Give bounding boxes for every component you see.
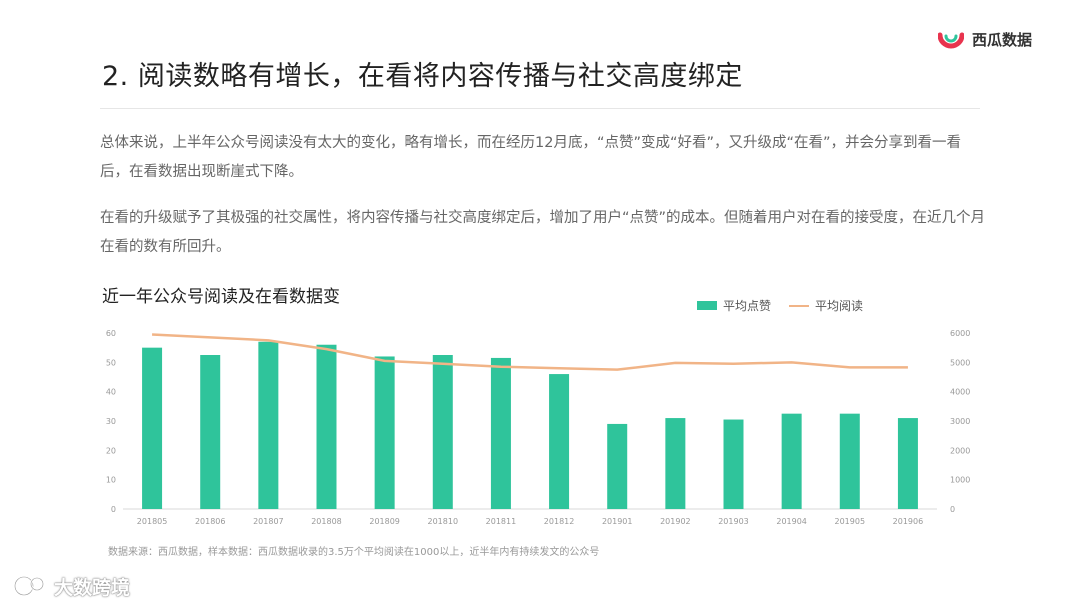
data-source-note: 数据来源：西瓜数据，样本数据：西瓜数据收录的3.5万个平均阅读在1000以上，近… xyxy=(108,547,600,558)
x-tick-label: 201808 xyxy=(311,517,342,526)
x-tick-label: 201806 xyxy=(195,517,226,526)
y-right-tick-label: 1000 xyxy=(950,476,970,485)
x-tick-label: 201809 xyxy=(369,517,400,526)
legend-label-bar: 平均点赞 xyxy=(723,299,772,313)
y-left-tick-label: 50 xyxy=(106,358,116,367)
x-tick-label: 201807 xyxy=(253,517,284,526)
title-divider xyxy=(100,108,980,109)
y-right-tick-label: 6000 xyxy=(950,329,970,338)
bar-201807 xyxy=(258,341,279,509)
y-right-tick-label: 3000 xyxy=(950,417,970,426)
chart-title: 近一年公众号阅读及在看数据变 xyxy=(102,287,340,307)
bar-201808 xyxy=(316,344,337,509)
brand: 西瓜数据 xyxy=(938,26,1032,52)
bar-201805 xyxy=(142,347,163,509)
x-tick-label: 201906 xyxy=(893,517,924,526)
y-left-tick-label: 60 xyxy=(106,329,116,338)
y-right-tick-label: 0 xyxy=(950,505,955,514)
x-tick-label: 201901 xyxy=(602,517,633,526)
y-left-tick-label: 0 xyxy=(111,505,116,514)
paragraph-analysis: 在看的升级赋予了其极强的社交属性，将内容传播与社交高度绑定后，增加了用户“点赞”… xyxy=(100,210,986,255)
x-tick-label: 201902 xyxy=(660,517,691,526)
bar-201806 xyxy=(200,355,221,509)
x-tick-label: 201810 xyxy=(428,517,459,526)
x-tick-label: 201903 xyxy=(718,517,749,526)
legend-label-line: 平均阅读 xyxy=(815,299,864,313)
y-left-tick-label: 40 xyxy=(106,388,116,397)
bar-201902 xyxy=(665,418,686,509)
y-right-tick-label: 4000 xyxy=(950,388,970,397)
x-tick-label: 201805 xyxy=(137,517,168,526)
legend-item-line: 平均阅读 xyxy=(789,297,863,314)
bar-201810 xyxy=(432,355,453,509)
legend-item-bar: 平均点赞 xyxy=(697,297,771,314)
bar-201901 xyxy=(607,423,628,509)
page-title: 2. 阅读数略有增长，在看将内容传播与社交高度绑定 xyxy=(102,61,743,92)
y-left-tick-label: 30 xyxy=(106,417,116,426)
bar-201903 xyxy=(723,419,744,509)
x-tick-label: 201811 xyxy=(486,517,517,526)
watermark-text: 大数跨境 xyxy=(54,577,131,599)
y-right-tick-label: 5000 xyxy=(950,358,970,367)
bar-201811 xyxy=(490,357,511,509)
chart-legend: 平均点赞 平均阅读 xyxy=(697,297,881,314)
paragraph-summary: 总体来说，上半年公众号阅读没有太大的变化，略有增长，而在经历12月底，“点赞”变… xyxy=(100,135,962,180)
y-left-tick-label: 10 xyxy=(106,476,116,485)
chat-bubble-icon xyxy=(13,575,45,596)
x-tick-label: 201904 xyxy=(776,517,807,526)
read-line-series xyxy=(152,333,908,371)
legend-swatch-line xyxy=(789,304,810,307)
legend-swatch-bar xyxy=(697,301,717,310)
watermelon-logo-icon xyxy=(938,32,964,49)
bar-201906 xyxy=(897,418,918,509)
watermark: 大数跨境 xyxy=(12,573,130,600)
x-tick-label: 201812 xyxy=(544,517,575,526)
bar-201809 xyxy=(374,356,395,509)
bar-201904 xyxy=(781,413,802,509)
bar-201812 xyxy=(549,374,570,509)
y-left-tick-label: 20 xyxy=(106,446,116,455)
bar-201905 xyxy=(839,413,860,509)
x-tick-label: 201905 xyxy=(835,517,866,526)
y-right-tick-label: 2000 xyxy=(950,446,970,455)
brand-name: 西瓜数据 xyxy=(972,30,1033,49)
